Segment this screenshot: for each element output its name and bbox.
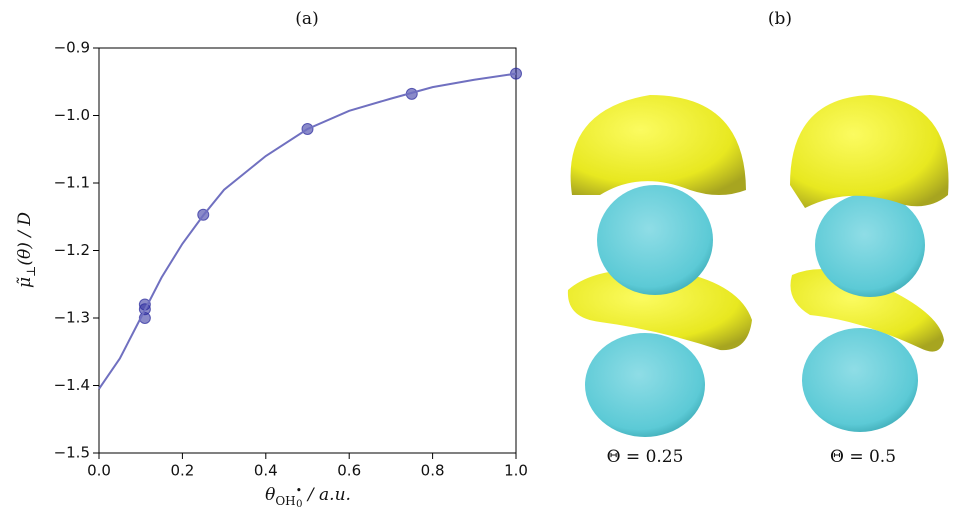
panel-b-label: Θ = 0.25	[607, 447, 684, 467]
x-tick-label: 0.0	[87, 462, 111, 480]
label-part: ⊥	[24, 266, 38, 277]
x-tick-label: 0.2	[170, 462, 194, 480]
y-tick-label: −1.5	[54, 444, 90, 462]
y-tick-label: −1.1	[54, 174, 90, 192]
label-part: 0	[296, 499, 302, 510]
orbital-right	[790, 95, 949, 432]
panel-b-title: (b)	[768, 9, 792, 29]
fit-line	[98, 72, 517, 390]
y-axis-label: μ̃⊥(θ) / D	[15, 212, 38, 288]
y-tick-label: −1.3	[54, 309, 90, 327]
y-tick-label: −1.2	[54, 241, 90, 259]
x-tick-label: 0.8	[421, 462, 445, 480]
panel-b-label: Θ = 0.5	[830, 447, 896, 467]
label-part: μ̃	[15, 277, 35, 288]
plot-frame	[98, 47, 517, 454]
label-part: θ	[265, 485, 275, 505]
y-tick-label: −0.9	[54, 39, 90, 57]
label-part: (θ) / D	[15, 212, 35, 266]
label-part: / a.u.	[303, 485, 351, 505]
panel-a-title: (a)	[295, 9, 318, 29]
x-axis-label: θOH• 0 / a.u.	[265, 484, 351, 510]
label-part: •	[296, 484, 303, 497]
y-tick-label: −1.4	[54, 376, 90, 394]
y-tick-label: −1.0	[54, 106, 90, 124]
orbital-left	[567, 95, 752, 437]
label-part: OH	[275, 494, 295, 508]
x-tick-label: 0.6	[337, 462, 361, 480]
x-tick-label: 0.4	[254, 462, 278, 480]
x-tick-label: 1.0	[504, 462, 528, 480]
